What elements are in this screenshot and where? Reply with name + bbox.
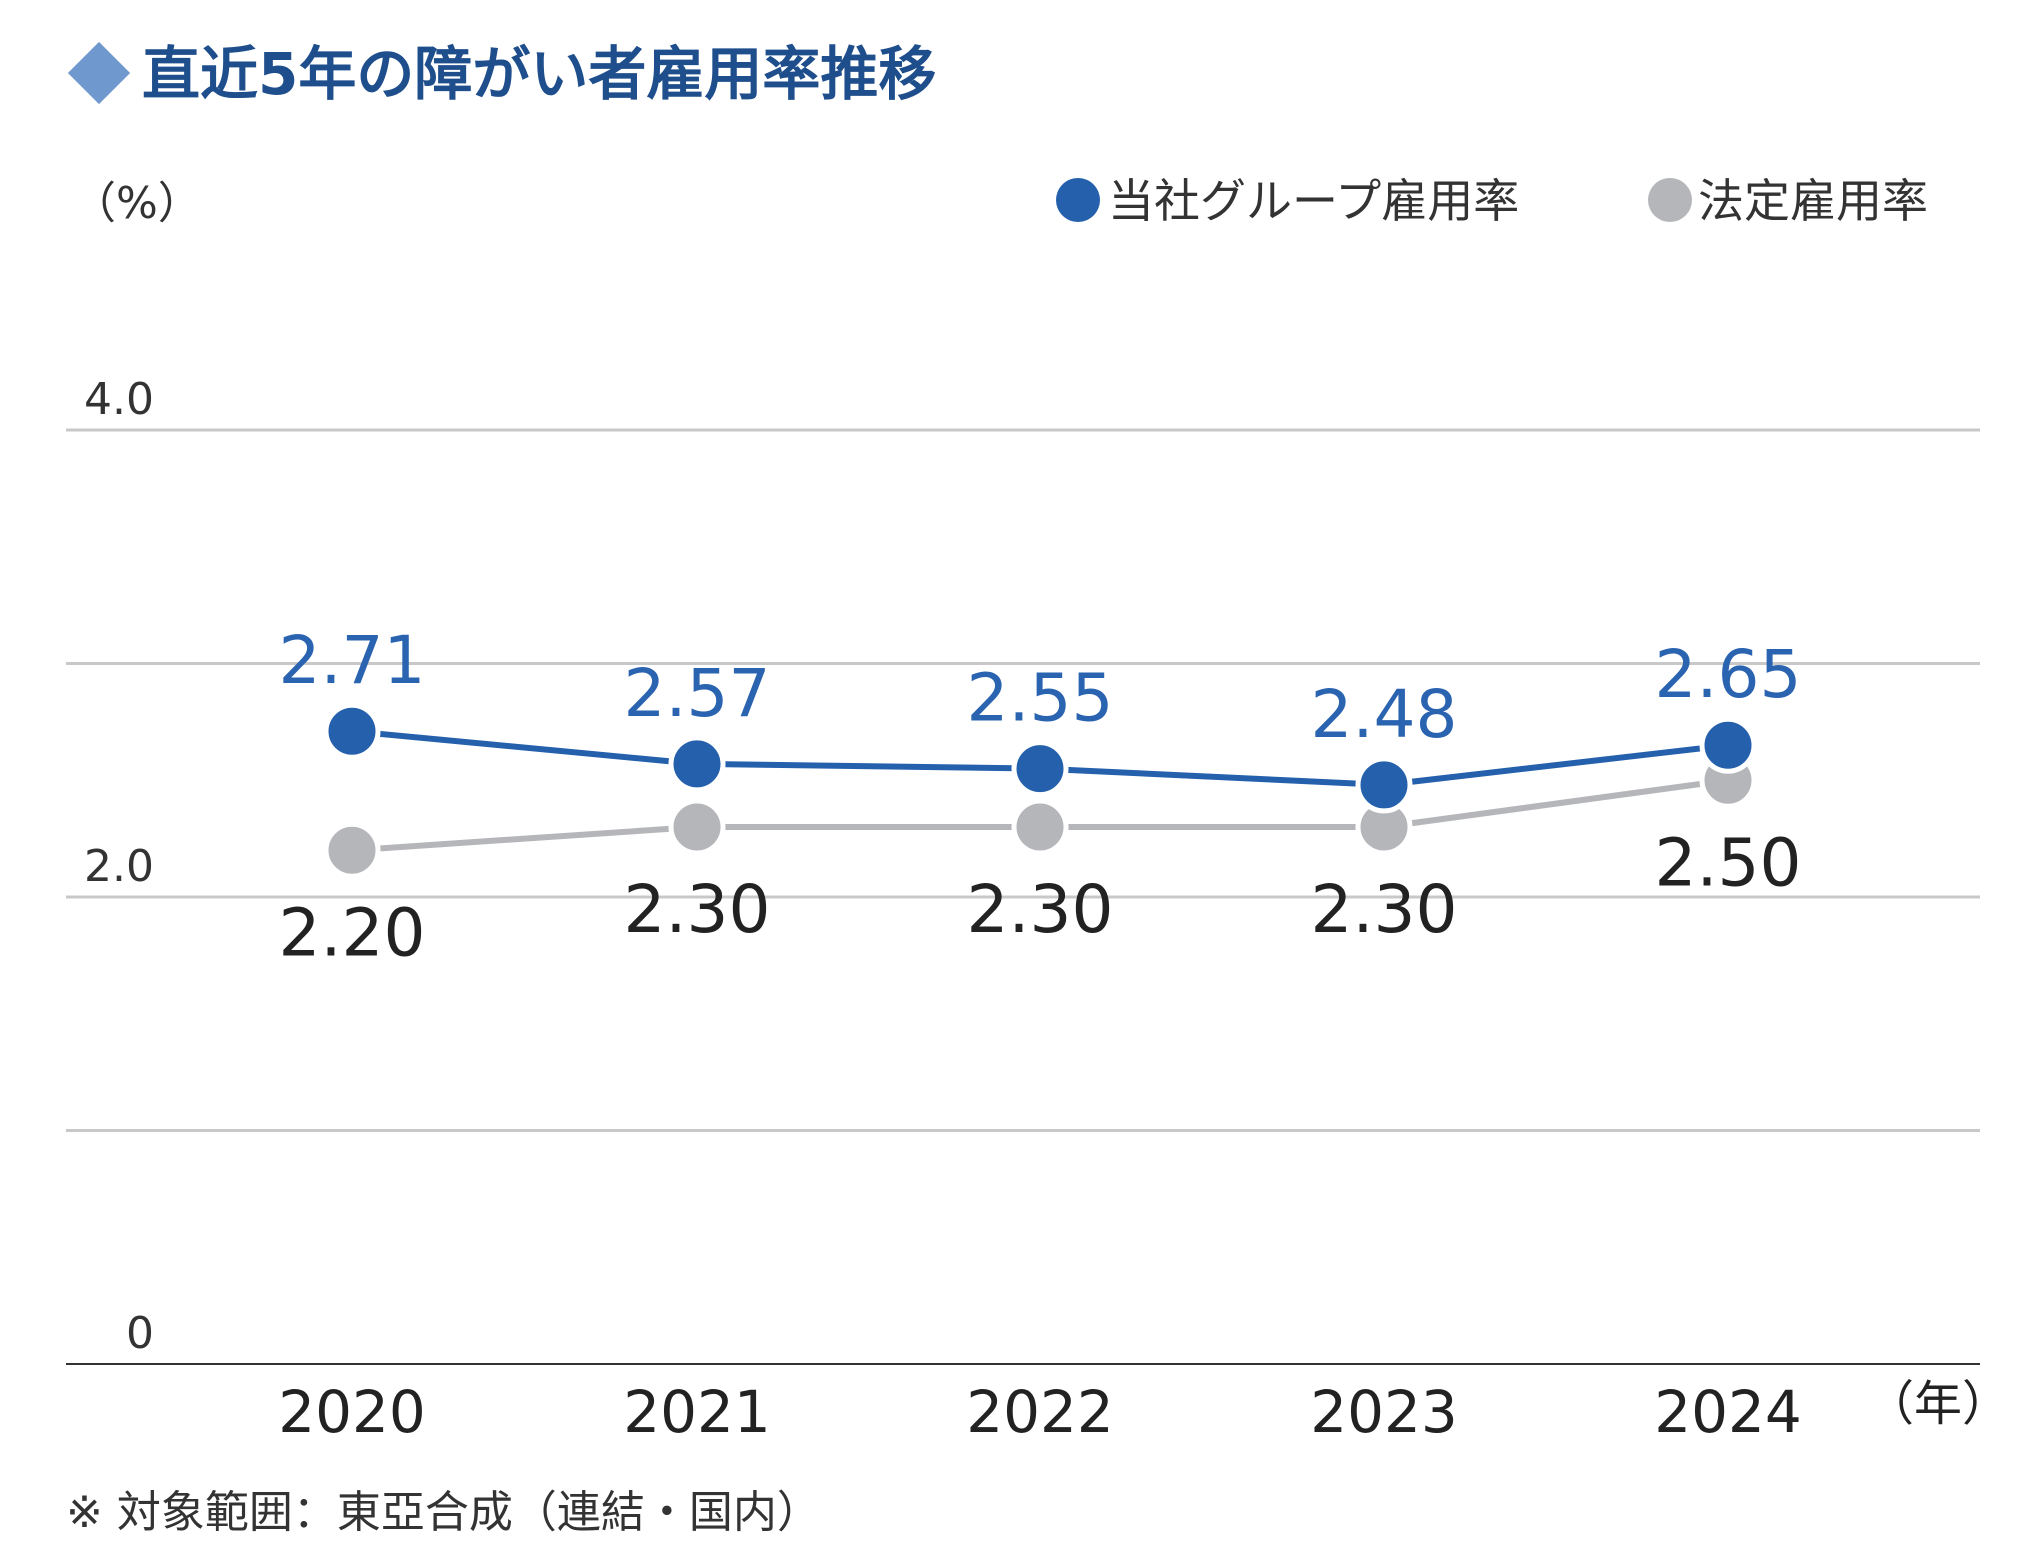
y-tick-label: 2.0 [84,841,154,892]
x-tick-label: 2020 [278,1378,426,1446]
legend-legal-marker [1648,178,1692,222]
point-company [1699,716,1757,774]
title-group: 直近5年の障がい者雇用率推移 [67,40,936,108]
data-label-company: 2.55 [967,660,1114,737]
x-tick-label: 2023 [1310,1378,1458,1446]
series [323,702,1757,879]
x-tick-label: 2022 [966,1378,1114,1446]
x-tick-labels: 2020 2021 2022 2023 2024 [278,1378,1802,1446]
x-unit-label: （年） [1866,1376,2010,1432]
title-diamond-icon [67,41,131,105]
data-label-legal: 2.20 [279,894,426,971]
data-label-legal: 2.50 [1655,824,1802,901]
point-company [668,735,726,793]
data-label-company: 2.65 [1655,636,1802,713]
y-unit-label: （%） [72,178,202,229]
data-label-legal: 2.30 [1311,871,1458,948]
point-company [1011,740,1069,798]
data-label-company: 2.71 [279,622,426,699]
legend: 当社グループ雇用率 法定雇用率 [1056,174,1928,228]
chart-title: 直近5年の障がい者雇用率推移 [142,40,936,108]
gridlines [66,428,1980,1365]
point-legal [668,798,726,856]
point-legal [323,821,381,879]
point-company [323,702,381,760]
y-tick-label: 4.0 [84,374,154,425]
y-tick-labels: 0 2.0 4.0 [84,374,154,1359]
legend-company-label: 当社グループ雇用率 [1108,174,1519,228]
data-labels: 2.71 2.57 2.55 2.48 2.65 2.20 2.30 2.30 2.30 2.50 [279,622,1802,971]
data-label-company: 2.48 [1311,676,1458,753]
legend-legal-label: 法定雇用率 [1698,174,1928,228]
point-company [1355,756,1413,814]
x-tick-label: 2024 [1654,1378,1802,1446]
point-legal [1011,798,1069,856]
data-label-legal: 2.30 [624,871,771,948]
y-tick-label: 0 [126,1308,154,1359]
legend-company-marker [1056,178,1100,222]
footnote: ※ 対象範囲：東亞合成（連結・国内） [66,1487,821,1538]
data-label-legal: 2.30 [967,871,1114,948]
data-label-company: 2.57 [624,655,771,732]
x-tick-label: 2021 [623,1378,771,1446]
